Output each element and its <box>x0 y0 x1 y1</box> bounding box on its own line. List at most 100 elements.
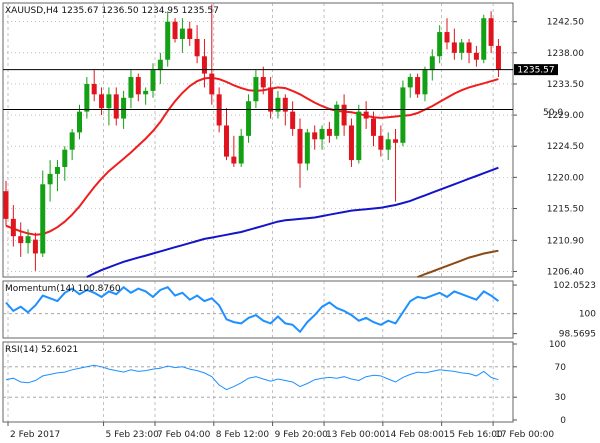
candle-body <box>437 32 443 57</box>
candle-body <box>165 21 171 60</box>
candle <box>378 125 384 157</box>
y-tick-label: 1242.50 <box>547 18 584 28</box>
candle-body <box>113 94 119 119</box>
price-y-axis: 1242.50 1238.00 1233.50 1229.00 1224.50 1220.… <box>513 18 584 277</box>
candle-body <box>400 87 406 143</box>
candle <box>32 232 38 271</box>
candle <box>157 52 163 84</box>
y-tick-label: 1233.50 <box>547 80 584 90</box>
candle-body <box>135 77 141 95</box>
price-vertical-grid <box>7 3 494 277</box>
candle-body <box>393 139 399 143</box>
candle <box>47 160 53 202</box>
candle <box>451 28 457 60</box>
candle-body <box>157 59 163 71</box>
candle-body <box>224 125 229 157</box>
candle <box>304 128 310 171</box>
candle <box>253 70 259 109</box>
candle <box>268 77 274 119</box>
horizontal-levels <box>3 69 513 111</box>
y-tick-label: 70 <box>555 363 567 373</box>
candle-body <box>3 191 9 219</box>
candle-body <box>106 94 112 109</box>
candle-body <box>297 128 303 164</box>
candle <box>224 108 229 161</box>
candle <box>326 122 332 143</box>
x-tick-label: 13 Feb 00:00 <box>326 430 385 440</box>
candle <box>194 25 200 64</box>
momentum-line <box>5 285 500 334</box>
candle-body <box>231 156 237 164</box>
candle <box>407 73 413 98</box>
candle-body <box>62 149 68 167</box>
candle <box>356 104 362 164</box>
candle <box>54 160 60 192</box>
momentum-y-axis: 102.0523 100 98.5695 <box>513 281 596 340</box>
rsi-label: RSI(14) 52.6021 <box>5 345 78 355</box>
candle <box>113 87 119 126</box>
x-tick-label: 7 Feb 04:00 <box>157 430 211 440</box>
candle-body <box>54 166 60 174</box>
candle <box>363 101 369 129</box>
candle-body <box>150 70 156 91</box>
x-tick-label: 17 Feb 00:00 <box>495 430 554 440</box>
candle <box>128 70 134 109</box>
candle <box>459 38 465 60</box>
candle-body <box>495 45 501 70</box>
candle <box>238 128 244 167</box>
candle-body <box>466 42 472 53</box>
candle-body <box>121 97 127 119</box>
candle-body <box>77 111 82 133</box>
candle <box>334 101 340 140</box>
candle-body <box>18 236 24 244</box>
candle <box>209 4 215 105</box>
candle-body <box>371 118 376 136</box>
candle-body <box>319 128 325 140</box>
candle <box>415 73 421 98</box>
candle <box>201 38 207 88</box>
candle <box>312 125 318 150</box>
candle <box>422 66 428 102</box>
candle <box>187 21 193 46</box>
candle <box>290 101 296 136</box>
candle <box>275 90 281 119</box>
candle-body <box>363 111 369 119</box>
candle-body <box>282 97 288 112</box>
candle-body <box>415 77 421 95</box>
candle <box>481 14 487 64</box>
candle-body <box>246 101 252 136</box>
candle <box>319 125 325 150</box>
candle-body <box>275 97 281 112</box>
candle-body <box>194 38 200 57</box>
candle-body <box>187 28 193 39</box>
candle-body <box>128 77 134 98</box>
candle-body <box>84 83 90 112</box>
candle-body <box>47 173 53 185</box>
candle-body <box>10 218 16 237</box>
candle <box>297 118 303 188</box>
price-tag-box <box>514 64 558 76</box>
sma100-line <box>86 166 499 278</box>
candle <box>143 87 149 105</box>
candle <box>400 80 406 147</box>
candle-body <box>69 132 75 150</box>
y-tick-label: 30 <box>555 393 567 403</box>
candle <box>150 63 156 98</box>
candle-body <box>451 42 457 53</box>
candle-body <box>40 184 46 254</box>
y-tick-label: 102.0523 <box>553 281 596 291</box>
candle <box>231 135 237 167</box>
candle-body <box>260 77 266 88</box>
candle <box>341 94 347 136</box>
rsi-line <box>5 364 499 391</box>
candle-body <box>348 125 354 161</box>
candle <box>91 70 97 102</box>
candle <box>62 146 68 181</box>
price-tag-text: 1235.57 <box>517 66 554 76</box>
rsi-panel-frame <box>2 341 514 423</box>
candle-body <box>407 77 413 88</box>
price-panel-frame <box>2 2 514 278</box>
candle-body <box>201 56 207 74</box>
y-tick-label: 1210.90 <box>547 236 584 246</box>
candle <box>106 87 112 126</box>
